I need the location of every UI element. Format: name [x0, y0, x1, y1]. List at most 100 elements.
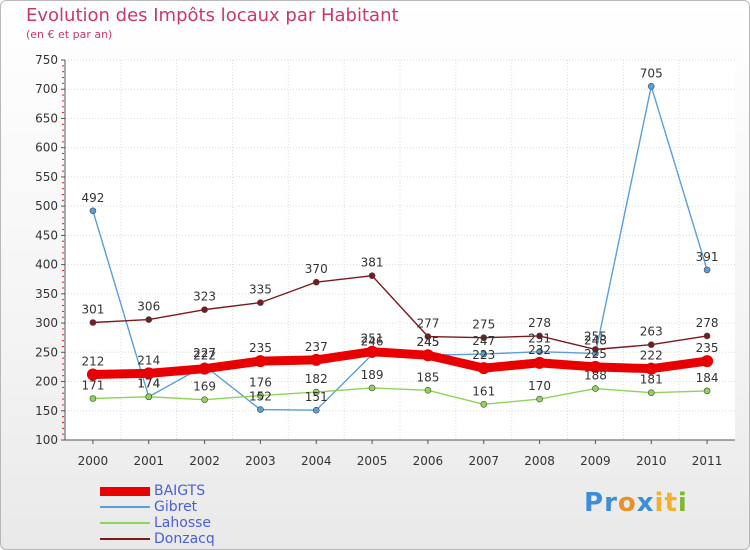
data-point-lahosse: [647, 389, 655, 396]
data-label-donzacq: 255: [584, 329, 607, 343]
data-label-lahosse: 171: [81, 378, 104, 392]
y-tick-label: 200: [35, 375, 58, 389]
legend-item-gibret: Gibret: [100, 500, 300, 514]
data-point-donzacq: [312, 278, 320, 286]
x-tick-label: 2006: [413, 454, 444, 468]
data-point-donzacq: [257, 299, 264, 306]
legend-label: Gibret: [154, 499, 198, 515]
x-tick-label: 2002: [189, 454, 220, 468]
data-point-donzacq: [647, 341, 655, 349]
data-point-baigts: [645, 362, 658, 375]
data-label-baigts: 223: [472, 348, 495, 362]
data-label-gibret: 248: [584, 333, 607, 347]
data-point-baigts: [86, 368, 99, 381]
brand-letter: r: [604, 488, 618, 518]
y-tick-label: 100: [35, 433, 58, 447]
legend-item-baigts: BAIGTS: [100, 484, 300, 498]
y-tick-label: 300: [35, 316, 58, 330]
legend-label: Donzacq: [154, 531, 215, 547]
legend-item-donzacq: Donzacq: [100, 532, 300, 546]
data-point-baigts: [701, 355, 714, 368]
y-tick-label: 250: [35, 345, 58, 359]
legend-swatch: [100, 486, 150, 496]
chart-title: Evolution des Impôts locaux par Habitant: [26, 5, 399, 26]
legend-swatch: [100, 506, 150, 508]
data-label-baigts: 212: [81, 355, 104, 369]
data-point-gibret: [536, 348, 543, 356]
data-label-lahosse: 188: [584, 369, 607, 383]
data-label-donzacq: 278: [696, 316, 719, 330]
data-label-donzacq: 278: [528, 316, 551, 330]
x-tick-label: 2011: [692, 454, 723, 468]
data-label-gibret: 151: [305, 390, 328, 404]
data-point-lahosse: [257, 392, 264, 399]
brand-letter: x: [636, 488, 655, 518]
data-point-gibret: [703, 266, 711, 274]
data-label-baigts: 232: [528, 343, 551, 357]
data-point-lahosse: [480, 401, 488, 408]
data-point-gibret: [480, 350, 488, 358]
brand-letter: t: [664, 488, 678, 518]
data-label-gibret: 174: [137, 377, 160, 391]
data-label-lahosse: 161: [472, 384, 495, 398]
y-tick-label: 150: [35, 404, 58, 418]
legend-label: BAIGTS: [154, 483, 206, 499]
brand-letter: i: [654, 488, 665, 518]
series-line-donzacq: [92, 275, 708, 351]
data-point-lahosse: [368, 384, 376, 392]
data-label-donzacq: 301: [81, 302, 104, 316]
brand-letter: i: [677, 488, 688, 518]
data-point-donzacq: [480, 334, 488, 341]
y-tick-label: 500: [35, 199, 58, 213]
data-label-donzacq: 323: [193, 290, 216, 304]
data-point-lahosse: [89, 395, 97, 402]
data-point-lahosse: [312, 388, 320, 396]
data-label-baigts: 235: [249, 341, 272, 355]
data-label-donzacq: 306: [137, 300, 160, 314]
x-tick-label: 2010: [636, 454, 667, 468]
x-tick-label: 2008: [524, 454, 555, 468]
y-tick-label: 550: [35, 170, 58, 184]
data-point-baigts: [310, 353, 323, 366]
x-tick-label: 2000: [78, 454, 109, 468]
data-label-baigts: 214: [137, 353, 160, 367]
data-label-gibret: 251: [528, 332, 551, 346]
data-label-baigts: 245: [416, 335, 439, 349]
y-tick-label: 450: [35, 228, 58, 242]
data-point-donzacq: [424, 333, 432, 340]
data-label-donzacq: 370: [305, 262, 328, 276]
data-point-lahosse: [424, 387, 432, 394]
data-label-lahosse: 176: [249, 376, 272, 390]
series-line-lahosse: [92, 387, 708, 406]
y-tick-label: 650: [35, 111, 58, 125]
legend-label: Lahosse: [154, 515, 212, 531]
data-label-lahosse: 174: [137, 377, 160, 391]
data-point-baigts: [366, 345, 379, 358]
y-tick-label: 750: [35, 53, 58, 67]
data-label-baigts: 237: [305, 340, 328, 354]
data-label-gibret: 247: [472, 334, 495, 348]
y-tick-label: 400: [35, 258, 58, 272]
legend-swatch: [100, 522, 150, 524]
brand-letter: P: [584, 488, 605, 518]
data-point-lahosse: [703, 387, 711, 395]
data-point-baigts: [477, 362, 490, 375]
data-label-gibret: 492: [81, 191, 104, 205]
data-label-lahosse: 182: [305, 372, 328, 386]
data-point-lahosse: [145, 393, 153, 401]
line-chart: 100 150 200 250 300 350 400 450 500 550 600 650 700 7…: [35, 53, 735, 468]
data-label-donzacq: 381: [361, 256, 384, 270]
data-point-donzacq: [201, 306, 208, 313]
data-label-donzacq: 275: [472, 318, 495, 332]
data-label-baigts: 222: [640, 349, 663, 363]
data-label-baigts: 235: [696, 341, 719, 355]
x-tick-label: 2009: [580, 454, 611, 468]
chart-subtitle: (en € et par an): [26, 28, 113, 41]
data-point-donzacq: [536, 332, 543, 340]
data-label-baigts: 225: [584, 347, 607, 361]
data-point-baigts: [589, 360, 602, 373]
data-point-donzacq: [592, 346, 599, 353]
data-point-gibret: [647, 83, 655, 90]
data-label-donzacq: 263: [640, 325, 663, 339]
data-label-gibret: 246: [361, 335, 384, 349]
